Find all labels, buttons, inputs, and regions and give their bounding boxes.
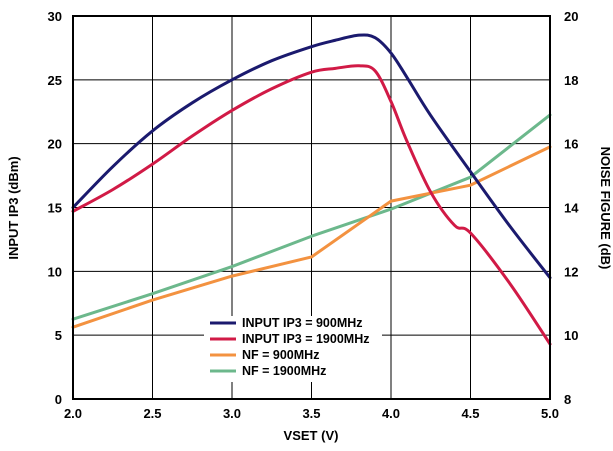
y-right-tick-label: 20 bbox=[564, 9, 578, 24]
y-right-tick-label: 10 bbox=[564, 328, 578, 343]
x-tick-label: 3.0 bbox=[223, 406, 241, 421]
x-tick-label: 2.0 bbox=[64, 406, 82, 421]
y-right-tick-label: 8 bbox=[564, 392, 571, 407]
y-left-tick-label: 25 bbox=[48, 73, 62, 88]
y-right-tick-label: 16 bbox=[564, 137, 578, 152]
x-tick-label: 5.0 bbox=[541, 406, 559, 421]
y-left-tick-label: 5 bbox=[55, 328, 62, 343]
y-axis-left-title: INPUT IP3 (dBm) bbox=[6, 156, 21, 259]
tick-labels: 2.0 2.5 3.0 3.5 4.0 4.5 5.0 0 5 10 15 20 25 30 8 10 12 14… bbox=[48, 9, 580, 421]
x-tick-label: 4.5 bbox=[461, 406, 479, 421]
y-axis-right-title: NOISE FIGURE (dB) bbox=[598, 147, 613, 270]
x-tick-label: 4.0 bbox=[382, 406, 400, 421]
y-right-tick-label: 18 bbox=[564, 73, 578, 88]
series-line-input-ip3-1900mhz bbox=[71, 64, 552, 346]
plot-frame bbox=[72, 15, 551, 400]
legend-label: NF = 900MHz bbox=[242, 348, 319, 362]
series-lines bbox=[71, 33, 552, 346]
y-left-tick-label: 30 bbox=[48, 9, 62, 24]
x-axis-title: VSET (V) bbox=[284, 428, 339, 443]
legend: INPUT IP3 = 900MHz INPUT IP3 = 1900MHz NF … bbox=[204, 316, 382, 382]
x-tick-label: 2.5 bbox=[143, 406, 161, 421]
y-right-tick-label: 14 bbox=[564, 201, 579, 216]
y-right-tick-label: 12 bbox=[564, 264, 578, 279]
legend-label: NF = 1900MHz bbox=[242, 364, 326, 378]
series-line-nf-900mhz bbox=[71, 145, 552, 329]
y-left-tick-label: 10 bbox=[48, 264, 62, 279]
legend-label: INPUT IP3 = 1900MHz bbox=[242, 332, 369, 346]
series-line-input-ip3-900mhz bbox=[71, 33, 552, 280]
series-line-nf-1900mhz bbox=[71, 113, 552, 321]
y-left-tick-label: 20 bbox=[48, 137, 62, 152]
legend-label: INPUT IP3 = 900MHz bbox=[242, 316, 363, 330]
x-tick-label: 3.5 bbox=[302, 406, 320, 421]
y-left-tick-label: 0 bbox=[55, 392, 62, 407]
y-left-tick-label: 15 bbox=[48, 201, 62, 216]
